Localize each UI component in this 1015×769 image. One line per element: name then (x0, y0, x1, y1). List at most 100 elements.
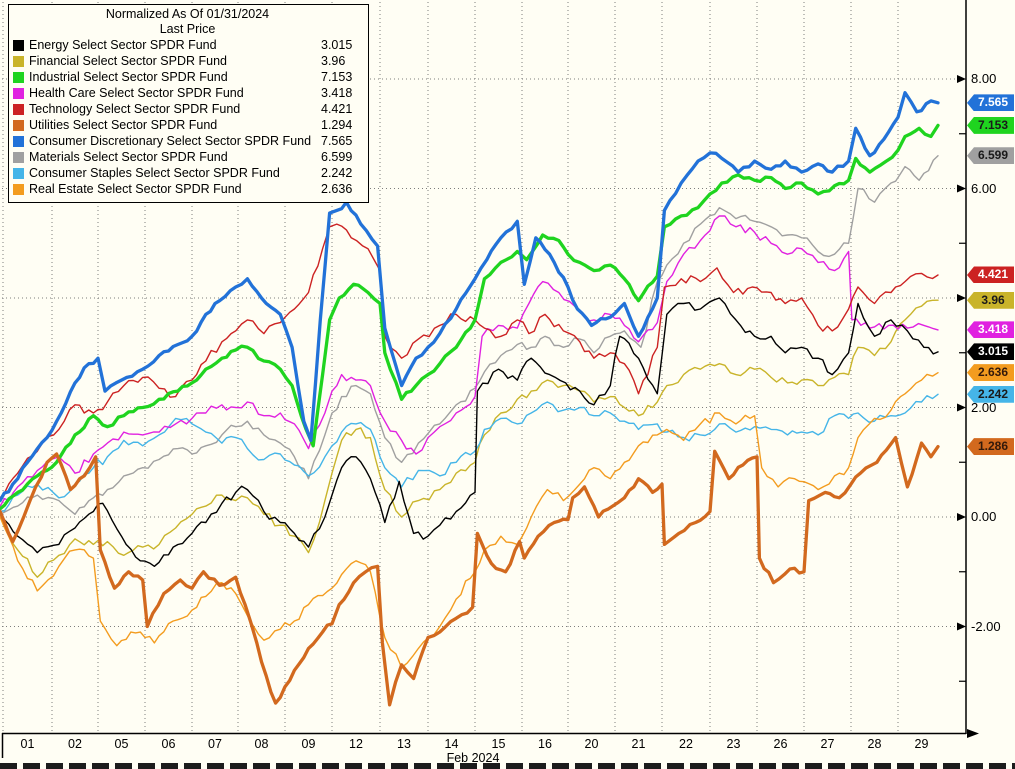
legend-rows: Energy Select Sector SPDR Fund 3.015 Finan… (12, 37, 363, 197)
legend-swatch-icon (13, 167, 24, 179)
legend-title: Normalized As Of 01/31/2024 (105, 7, 270, 21)
x-axis-day-label: 27 (820, 737, 835, 751)
y-axis-tick-label: 2.00 (971, 399, 997, 415)
tick-arrow-icon (957, 294, 966, 302)
legend-row-cons_discretionary[interactable]: Consumer Discretionary Select Sector SPD… (12, 133, 363, 149)
legend-row-utilities[interactable]: Utilities Select Sector SPDR Fund 1.294 (12, 117, 363, 133)
x-axis-day-label: 15 (491, 737, 506, 751)
last-price-badge-utilities: 1.286 (967, 438, 1014, 456)
tick-arrow-icon (957, 622, 966, 631)
x-axis-day-label: 16 (538, 737, 552, 751)
x-axis-day-label: 22 (679, 737, 693, 751)
legend-series-value: 1.294 (321, 118, 353, 132)
legend-row-financial[interactable]: Financial Select Sector SPDR Fund 3.96 (12, 53, 363, 69)
legend-subtitle: Last Price (159, 22, 216, 36)
legend-row-real_estate[interactable]: Real Estate Select Sector SPDR Fund 2.636 (12, 181, 363, 197)
legend-swatch-icon (13, 103, 24, 115)
y-axis-tick-label: -2.00 (971, 618, 1001, 634)
x-axis-day-label: 12 (349, 737, 363, 751)
x-axis-day-label: 06 (161, 737, 176, 751)
y-axis-tick-label: 8.00 (971, 71, 997, 86)
x-axis-day-label: 23 (726, 737, 741, 751)
legend-series-value: 4.421 (321, 102, 353, 116)
x-axis-day-label: 13 (397, 737, 411, 751)
last-price-badge-industrial: 7.153 (967, 116, 1014, 134)
y-axis-tick-label: 6.00 (971, 180, 997, 196)
legend-row-technology[interactable]: Technology Select Sector SPDR Fund 4.421 (12, 101, 363, 117)
x-axis-end-arrow-icon (967, 729, 979, 738)
series-line-cons_staples (0, 393, 939, 513)
x-axis-month-label: Feb 2024 (446, 751, 500, 765)
series-line-energy (0, 297, 939, 567)
legend-swatch-icon (13, 55, 24, 67)
legend-row-cons_staples[interactable]: Consumer Staples Select Sector SPDR Fund… (12, 165, 363, 181)
x-axis-day-label: 21 (631, 737, 646, 751)
last-price-badge-energy: 3.015 (967, 343, 1014, 361)
x-axis-day-label: 09 (301, 737, 316, 751)
tick-arrow-icon (957, 513, 966, 521)
x-axis-day-label: 01 (20, 737, 35, 751)
legend-series-name: Health Care Select Sector SPDR Fund (29, 86, 244, 100)
x-axis-day-label: 08 (254, 737, 269, 751)
x-axis-day-label: 14 (444, 737, 459, 751)
legend-series-value: 2.636 (321, 182, 353, 196)
legend-swatch-icon (13, 39, 24, 51)
legend-series-name: Financial Select Sector SPDR Fund (29, 54, 228, 68)
legend-row-health_care[interactable]: Health Care Select Sector SPDR Fund 3.418 (12, 85, 363, 101)
x-axis-day-label: 07 (208, 737, 222, 751)
x-axis-day-label: 28 (867, 737, 882, 751)
legend-series-name: Materials Select Sector SPDR Fund (29, 150, 228, 164)
last-price-badge-materials: 6.599 (967, 147, 1014, 165)
legend-series-value: 3.015 (321, 38, 353, 52)
y-axis-tick-label: 0.00 (971, 509, 997, 524)
last-price-badge-technology: 4.421 (967, 266, 1014, 284)
tick-arrow-icon (957, 75, 966, 83)
legend-swatch-icon (13, 135, 24, 147)
legend-row-materials[interactable]: Materials Select Sector SPDR Fund 6.599 (12, 149, 363, 165)
x-axis-day-label: 02 (68, 737, 82, 751)
legend-series-value: 7.153 (321, 70, 353, 84)
legend-series-value: 6.599 (321, 150, 353, 164)
last-price-badge-real_estate: 2.636 (967, 364, 1014, 382)
legend-series-name: Real Estate Select Sector SPDR Fund (29, 182, 242, 196)
legend-series-value: 2.242 (321, 166, 353, 180)
legend-series-value: 3.96 (321, 54, 346, 68)
legend-swatch-icon (13, 119, 24, 131)
legend-swatch-icon (13, 71, 24, 83)
legend-swatch-icon (13, 151, 24, 163)
legend-series-value: 7.565 (321, 134, 353, 148)
series-line-financial (0, 299, 939, 578)
legend-series-value: 3.418 (321, 86, 353, 100)
series-line-cons_discretionary (0, 91, 940, 503)
tick-arrow-icon (957, 184, 966, 193)
series-line-materials (0, 154, 939, 515)
legend-row-energy[interactable]: Energy Select Sector SPDR Fund 3.015 (12, 37, 363, 53)
series-line-health_care (0, 215, 939, 507)
series-line-industrial (0, 123, 940, 511)
legend-row-industrial[interactable]: Industrial Select Sector SPDR Fund 7.153 (12, 69, 363, 85)
x-axis-day-label: 26 (773, 737, 788, 751)
legend-swatch-icon (13, 183, 24, 195)
legend-series-name: Industrial Select Sector SPDR Fund (29, 70, 228, 84)
series-line-technology (0, 223, 939, 499)
legend-swatch-icon (13, 87, 24, 99)
tick-arrow-icon (957, 403, 966, 412)
last-price-badge-cons_staples: 2.242 (967, 385, 1014, 403)
last-price-badge-health_care: 3.418 (967, 321, 1014, 339)
legend-series-name: Consumer Staples Select Sector SPDR Fund (29, 166, 280, 180)
x-axis-day-label: 20 (584, 737, 599, 751)
last-price-badge-financial: 3.96 (967, 291, 1014, 309)
x-axis-day-label: 05 (114, 737, 129, 751)
last-price-badge-cons_discretionary: 7.565 (967, 94, 1014, 112)
legend-series-name: Technology Select Sector SPDR Fund (29, 102, 241, 116)
chart-legend: Normalized As Of 01/31/2024 Last Price E… (8, 4, 369, 203)
x-axis-day-label: 29 (914, 737, 929, 751)
legend-series-name: Consumer Discretionary Select Sector SPD… (29, 134, 312, 148)
bottom-ticker-strip (0, 763, 1015, 769)
legend-series-name: Utilities Select Sector SPDR Fund (29, 118, 218, 132)
legend-series-name: Energy Select Sector SPDR Fund (29, 38, 217, 52)
series-line-real_estate (0, 372, 939, 669)
series-line-utilities (0, 435, 940, 707)
